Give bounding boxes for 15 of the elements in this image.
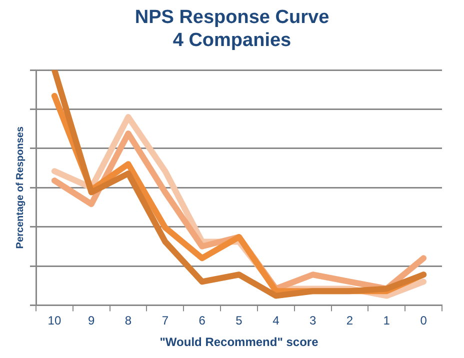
chart-subtitle: 4 Companies: [172, 29, 292, 52]
x-tick-label: 6: [198, 314, 206, 328]
x-tick-label: 5: [236, 314, 243, 328]
x-tick-label: 9: [88, 314, 96, 328]
x-tick-label: 4: [272, 314, 280, 328]
x-tick-label: 0: [420, 314, 428, 328]
chart-title: NPS Response Curve: [134, 6, 330, 29]
x-tick-label: 3: [309, 314, 316, 328]
y-axis-title: Percentage of Responses: [14, 126, 26, 249]
x-axis-title: "Would Recommend" score: [160, 335, 319, 350]
x-tick-label: 2: [346, 314, 354, 328]
x-tick-label: 8: [124, 314, 132, 328]
x-tick-label: 7: [162, 314, 169, 328]
x-tick-label: 1: [383, 314, 390, 328]
x-tick-label: 10: [48, 314, 62, 328]
